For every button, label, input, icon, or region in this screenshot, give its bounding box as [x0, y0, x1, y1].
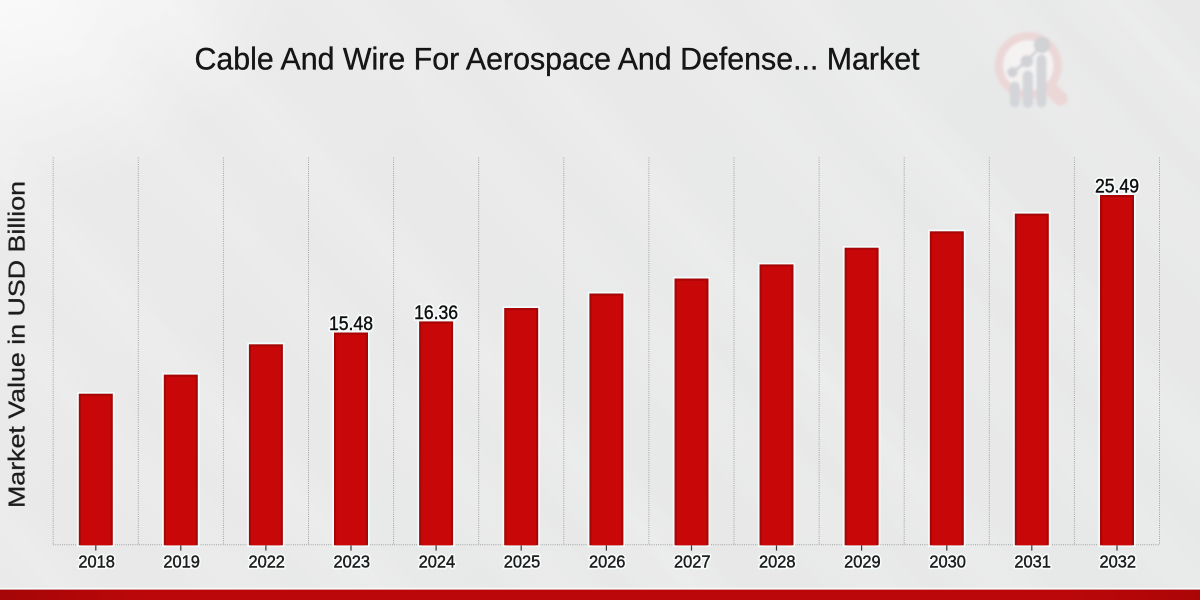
- svg-text:25.49: 25.49: [1095, 177, 1139, 198]
- svg-text:2018: 2018: [78, 552, 115, 572]
- svg-text:2030: 2030: [929, 552, 966, 572]
- svg-text:Market Value in USD Billion: Market Value in USD Billion: [4, 181, 30, 508]
- svg-text:2024: 2024: [419, 552, 456, 572]
- svg-text:2026: 2026: [589, 552, 626, 572]
- svg-text:2018: 2018: [78, 552, 115, 572]
- svg-text:2026: 2026: [589, 552, 626, 572]
- svg-text:2030: 2030: [929, 552, 966, 572]
- svg-text:2025: 2025: [504, 552, 541, 572]
- svg-text:2027: 2027: [674, 552, 711, 572]
- svg-text:16.36: 16.36: [414, 303, 458, 324]
- svg-text:25.49: 25.49: [1095, 177, 1139, 198]
- svg-text:2029: 2029: [844, 552, 881, 572]
- svg-text:2032: 2032: [1100, 552, 1137, 572]
- svg-text:2022: 2022: [248, 552, 285, 572]
- svg-text:2028: 2028: [759, 552, 796, 572]
- svg-text:2019: 2019: [163, 552, 200, 572]
- svg-text:2031: 2031: [1014, 552, 1051, 572]
- svg-text:15.48: 15.48: [329, 314, 373, 335]
- svg-text:16.36: 16.36: [414, 303, 458, 324]
- svg-text:2024: 2024: [419, 552, 456, 572]
- svg-text:Cable And Wire For Aerospace A: Cable And Wire For Aerospace And Defense…: [195, 41, 920, 77]
- svg-text:2019: 2019: [163, 552, 200, 572]
- svg-text:2023: 2023: [334, 552, 371, 572]
- svg-text:15.48: 15.48: [329, 314, 373, 335]
- svg-text:2027: 2027: [674, 552, 711, 572]
- svg-text:2031: 2031: [1014, 552, 1051, 572]
- svg-text:2032: 2032: [1100, 552, 1137, 572]
- svg-text:2023: 2023: [334, 552, 371, 572]
- svg-text:2028: 2028: [759, 552, 796, 572]
- svg-text:2025: 2025: [504, 552, 541, 572]
- svg-text:2022: 2022: [248, 552, 285, 572]
- svg-text:2029: 2029: [844, 552, 881, 572]
